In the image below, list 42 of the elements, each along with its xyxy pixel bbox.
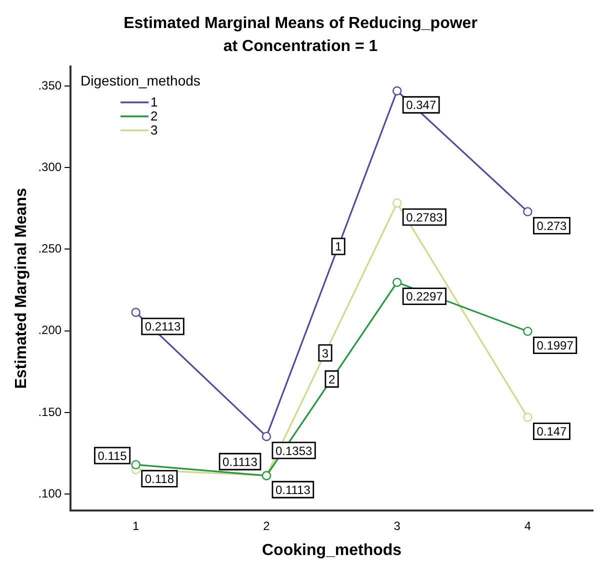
y-tick-label: .150 — [38, 404, 62, 419]
point — [392, 86, 402, 96]
chart-title: Estimated Marginal Means of Reducing_power — [124, 15, 478, 32]
y-tick-label: .100 — [38, 486, 62, 500]
data-label: 0.115 — [98, 448, 128, 463]
data-label: 0.2297 — [406, 290, 444, 304]
data-label: 0.147 — [536, 424, 568, 439]
text: 3 — [322, 346, 329, 360]
data-label: 0.273 — [536, 218, 568, 233]
point — [262, 432, 272, 442]
y-tick-label: .200 — [38, 323, 62, 338]
text: 1 — [334, 240, 342, 254]
data-label: 0.2113 — [144, 320, 181, 334]
point — [523, 412, 532, 422]
legend-label: 2 — [150, 108, 158, 124]
legend-title: Digestion_methods — [80, 72, 200, 88]
x-tick-label: 3 — [394, 518, 401, 533]
data-label: 0.118 — [144, 472, 174, 486]
point — [523, 326, 532, 336]
point — [131, 460, 140, 470]
data-label: 0.347 — [406, 98, 436, 112]
chart-subtitle: at Concentration = 1 — [223, 38, 378, 56]
data-label: 0.2783 — [406, 210, 444, 224]
x-axis-title: Cooking_methods — [262, 542, 402, 559]
x-tick-label: 4 — [524, 518, 532, 533]
point — [392, 278, 402, 287]
y-tick-label: .350 — [38, 78, 62, 92]
text: 2 — [328, 372, 336, 386]
y-axis-title: Estimated Marginal Means — [13, 188, 30, 389]
legend-label: 1 — [150, 94, 158, 110]
point — [523, 207, 532, 216]
data-label: 0.1113 — [222, 454, 258, 469]
point — [131, 308, 140, 317]
data-label: 0.1997 — [536, 338, 574, 353]
legend-label: 3 — [150, 122, 158, 138]
data-label: 0.1113 — [275, 482, 311, 497]
data-label: 0.1353 — [275, 444, 312, 458]
x-tick-label: 2 — [263, 518, 270, 533]
y-tick-label: .300 — [38, 160, 62, 174]
y-tick-label: .250 — [38, 242, 62, 256]
x-tick-label: 1 — [132, 518, 140, 533]
point — [392, 198, 402, 208]
